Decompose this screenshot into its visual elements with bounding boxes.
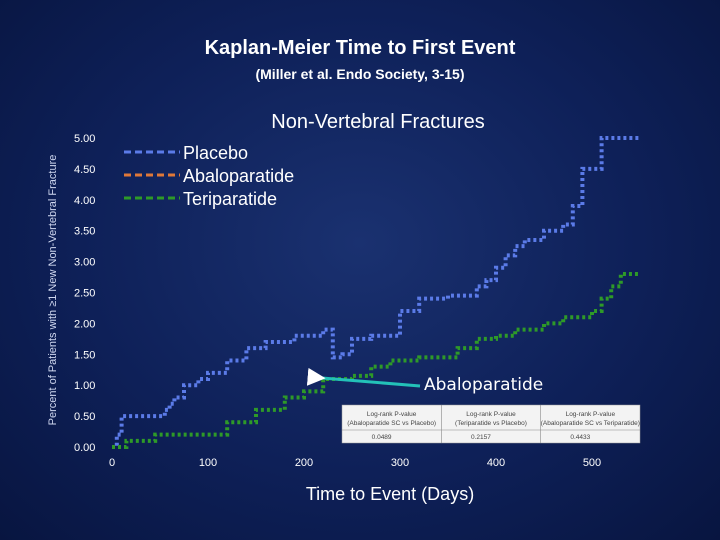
y-tick-label: 4.50	[74, 164, 95, 176]
x-tick-label: 400	[487, 457, 505, 469]
table-background	[341, 404, 641, 444]
x-tick-labels: 0 100 200 300 400 500	[109, 457, 601, 469]
series-line-teriparatide	[112, 271, 640, 449]
table-header-sub: (Abaloparatide SC vs Teriparatide)	[541, 420, 640, 427]
y-tick-label: 2.00	[74, 318, 95, 330]
table-header: Log-rank P-value	[566, 411, 616, 418]
x-tick-label: 200	[295, 457, 313, 469]
y-tick-label: 5.00	[74, 133, 95, 145]
table-header: Log-rank P-value	[466, 411, 516, 418]
annotation-arrow	[306, 367, 421, 388]
x-axis-label: Time to Event (Days)	[306, 484, 474, 504]
legend: Placebo Abaloparatide Teriparatide	[124, 143, 294, 209]
table-value: 0.4433	[570, 434, 590, 441]
y-tick-label: 4.00	[74, 195, 95, 207]
y-tick-label: 1.00	[74, 380, 95, 392]
y-tick-label: 3.50	[74, 226, 95, 238]
y-axis-label: Percent of Patients with ≥1 New Non-Vert…	[47, 155, 59, 426]
chart-title: Non-Vertebral Fractures	[271, 111, 484, 133]
x-tick-label: 0	[109, 457, 115, 469]
y-tick-label: 3.00	[74, 257, 95, 269]
annotation: Abaloparatide	[306, 367, 543, 395]
y-tick-label: 0.50	[74, 411, 95, 423]
slide-subtitle: (Miller et al. Endo Society, 3-15)	[255, 66, 465, 82]
legend-label: Abaloparatide	[183, 166, 294, 186]
legend-label: Placebo	[183, 143, 248, 163]
y-tick-labels: 0.00 0.50 1.00 1.50 2.00 2.50 3.00 3.50 4.00 4.50…	[74, 133, 95, 454]
pvalue-table: Log-rank P-value (Abaloparatide SC vs Pla…	[341, 404, 641, 444]
table-value: 0.0489	[372, 434, 392, 441]
y-tick-label: 1.50	[74, 349, 95, 361]
table-value: 0.2157	[471, 434, 491, 441]
table-header-sub: (Abaloparatide SC vs Placebo)	[347, 420, 436, 427]
x-tick-label: 100	[199, 457, 217, 469]
table-header-sub: (Teriparatide vs Placebo)	[455, 420, 527, 427]
legend-label: Teriparatide	[183, 189, 277, 209]
x-tick-label: 500	[583, 457, 601, 469]
x-tick-label: 300	[391, 457, 409, 469]
y-tick-label: 2.50	[74, 288, 95, 300]
table-header: Log-rank P-value	[367, 411, 417, 418]
y-tick-label: 0.00	[74, 442, 95, 454]
series-lines	[112, 136, 640, 449]
annotation-label: Abaloparatide	[424, 375, 543, 395]
series-line-placebo	[112, 136, 640, 449]
slide-title: Kaplan-Meier Time to First Event	[204, 37, 516, 59]
